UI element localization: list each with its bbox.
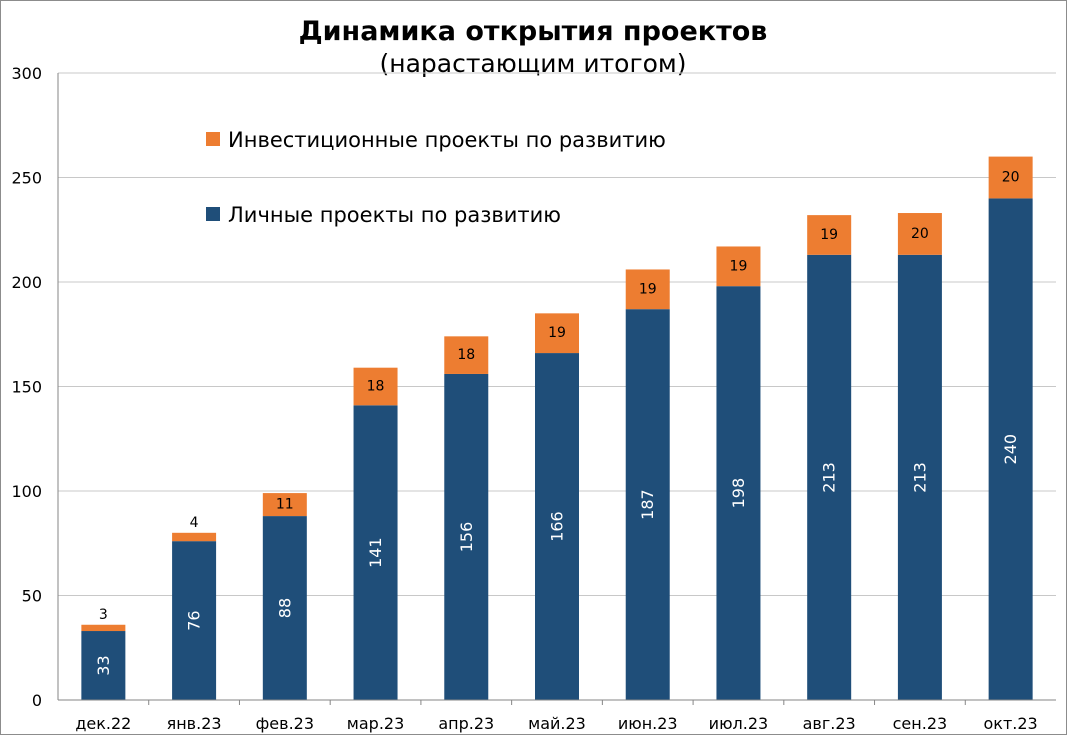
data-label-investment: 20	[1002, 170, 1020, 186]
data-label-investment: 18	[457, 347, 475, 363]
legend-swatch-personal	[206, 207, 220, 221]
x-tick-label: мар.23	[347, 714, 404, 733]
bar-investment	[988, 156, 1033, 199]
bar-investment	[353, 367, 398, 406]
x-tick-label: фев.23	[256, 714, 314, 733]
data-label-investment: 19	[730, 258, 748, 274]
data-label-investment: 18	[367, 379, 385, 395]
data-label-personal: 88	[275, 598, 294, 618]
x-axis: дек.22 янв.23 фев.23 мар.23 апр.23 май.23 июн.…	[58, 699, 1056, 733]
x-tick-label: янв.23	[167, 714, 222, 733]
data-label-personal: 33	[94, 655, 113, 675]
bar-personal	[172, 541, 217, 700]
data-label-investment: 20	[911, 226, 929, 242]
bar-personal	[444, 373, 489, 700]
bar-investment	[262, 493, 307, 517]
bar-investment	[625, 269, 670, 310]
y-tick-label: 0	[32, 691, 42, 710]
x-tick-label: окт.23	[984, 714, 1038, 733]
bar-personal	[81, 631, 126, 700]
y-tick-label: 100	[11, 482, 42, 501]
bar-investment	[444, 336, 489, 374]
x-tick-label: дек.22	[75, 714, 131, 733]
bar-investment	[172, 532, 217, 542]
data-label-personal: 166	[548, 511, 567, 542]
y-tick-label: 250	[11, 169, 42, 188]
gridlines	[58, 72, 1056, 596]
legend: Инвестиционные проекты по развитию Личны…	[206, 128, 666, 227]
data-label-personal: 76	[185, 610, 204, 630]
bar-investment	[81, 624, 126, 632]
data-label-personal: 198	[729, 478, 748, 509]
data-label-investment: 19	[820, 227, 838, 243]
bar-investment	[535, 313, 579, 354]
data-label-personal: 187	[638, 489, 657, 520]
y-tick-label: 300	[11, 64, 42, 83]
data-label-investment: 19	[639, 281, 657, 297]
bar-personal	[535, 353, 579, 700]
x-tick-label: сен.23	[893, 714, 948, 733]
bar-personal	[262, 516, 307, 700]
legend-label-investment: Инвестиционные проекты по развитию	[228, 128, 666, 152]
bar-personal	[625, 309, 670, 700]
bar-personal	[807, 254, 852, 700]
data-label-personal: 141	[366, 537, 385, 568]
bar-investment	[807, 215, 852, 255]
chart-subtitle: (нарастающим итогом)	[379, 49, 686, 78]
y-axis: 0 50 100 150 200 250 300	[11, 64, 59, 710]
x-tick-label: июл.23	[709, 714, 769, 733]
bar-personal	[353, 405, 398, 700]
x-tick-label: апр.23	[438, 714, 494, 733]
data-label-investment: 11	[276, 497, 294, 513]
bar-personal	[897, 254, 942, 700]
bar-investment	[897, 213, 942, 255]
chart-title: Динамика открытия проектов	[299, 16, 768, 47]
x-tick-label: июн.23	[618, 714, 678, 733]
data-label-investment: 4	[190, 515, 199, 531]
y-tick-label: 150	[11, 378, 42, 397]
bars: 333 7648811141181561816619187191981921319…	[81, 156, 1033, 700]
bar-personal	[988, 198, 1033, 700]
data-label-investment: 19	[548, 325, 566, 341]
data-label-personal: 213	[910, 462, 929, 493]
x-tick-label: авг.23	[803, 714, 856, 733]
data-label-investment: 3	[99, 607, 108, 623]
x-tick-label: май.23	[528, 714, 586, 733]
bar-personal	[716, 286, 761, 700]
legend-swatch-investment	[206, 132, 220, 146]
data-label-personal: 240	[1001, 434, 1020, 465]
legend-label-personal: Личные проекты по развитию	[228, 203, 561, 227]
y-tick-label: 200	[11, 273, 42, 292]
data-label-personal: 156	[457, 522, 476, 553]
bar-investment	[716, 246, 761, 287]
y-tick-label: 50	[22, 587, 42, 606]
data-label-personal: 213	[820, 462, 839, 493]
